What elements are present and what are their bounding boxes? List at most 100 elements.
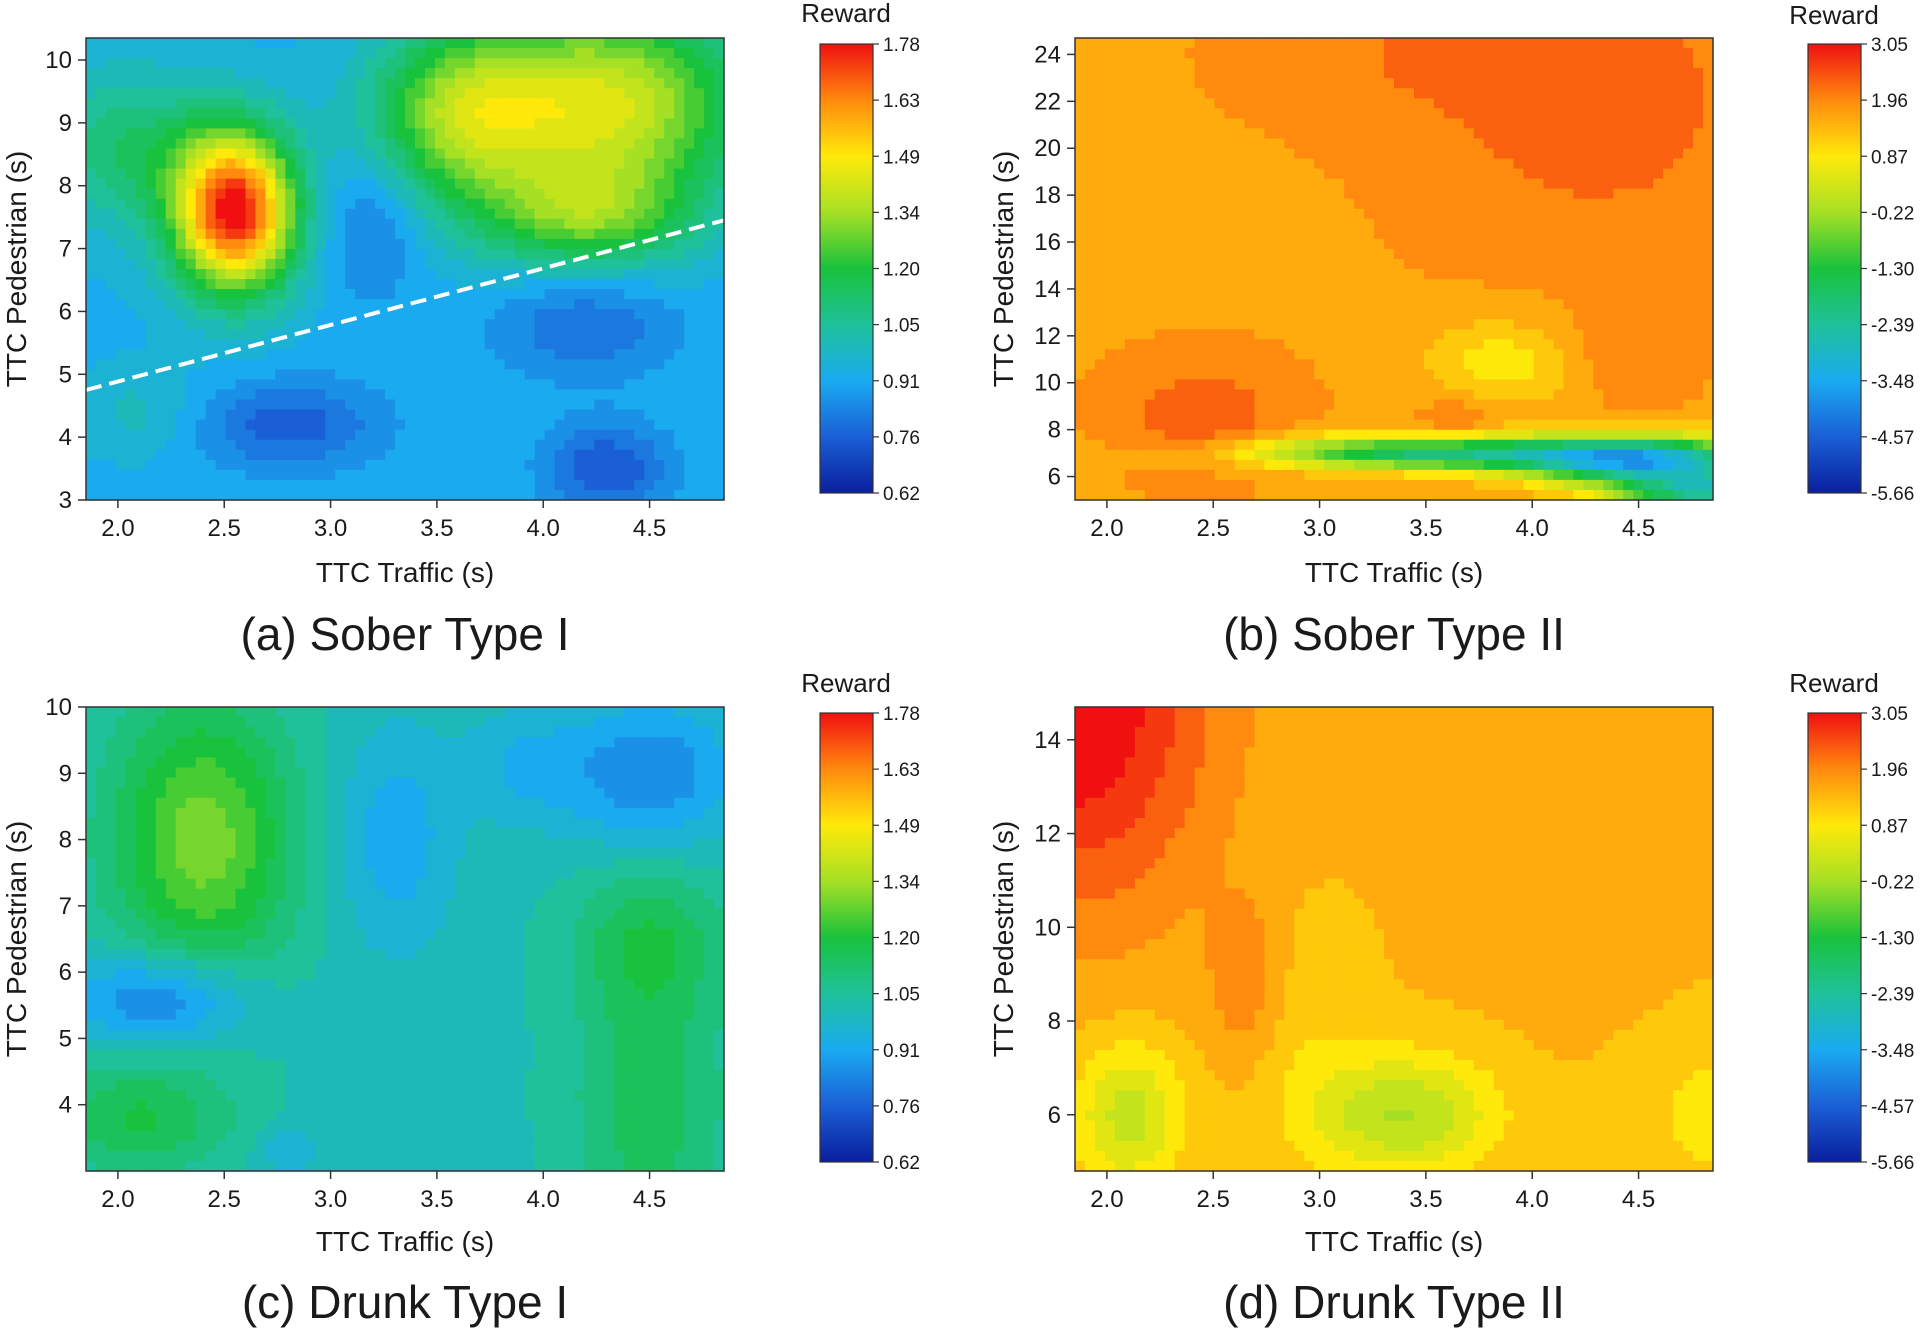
heatmap-cell <box>1175 179 1186 190</box>
heatmap-cell <box>515 209 526 220</box>
heatmap-cell <box>1563 339 1574 350</box>
heatmap-cell <box>614 390 625 401</box>
heatmap-cell <box>1165 138 1176 149</box>
heatmap-cell <box>116 179 127 190</box>
heatmap-cell <box>624 490 635 501</box>
heatmap-cell <box>166 68 177 79</box>
heatmap-cell <box>1534 339 1545 350</box>
heatmap-cell <box>136 390 147 401</box>
heatmap-cell <box>1573 58 1584 69</box>
heatmap-cell <box>1125 48 1136 59</box>
heatmap-cell <box>664 450 675 461</box>
heatmap-cell <box>1225 58 1236 69</box>
heatmap-cell <box>1244 98 1255 109</box>
heatmap-cell <box>565 68 576 79</box>
heatmap-cell <box>206 128 217 139</box>
heatmap-cell <box>375 480 386 491</box>
heatmap-cell <box>255 38 266 49</box>
heatmap-cell <box>176 269 187 280</box>
heatmap-cell <box>614 269 625 280</box>
heatmap-cell <box>236 48 247 59</box>
heatmap-cell <box>624 118 635 129</box>
heatmap-cell <box>1414 138 1425 149</box>
heatmap-cell <box>176 249 187 260</box>
heatmap-cell <box>1633 48 1644 59</box>
heatmap-cell <box>425 319 436 330</box>
heatmap-cell <box>156 68 167 79</box>
heatmap-cell <box>285 450 296 461</box>
heatmap-cell <box>1254 329 1265 340</box>
heatmap-cell <box>684 128 695 139</box>
heatmap-cell <box>584 98 595 109</box>
heatmap-cell <box>475 349 486 360</box>
heatmap-cell <box>1653 299 1664 310</box>
heatmap-cell <box>465 239 476 250</box>
heatmap-cell <box>475 400 486 411</box>
heatmap-cell <box>664 38 675 49</box>
heatmap-cell <box>1434 179 1445 190</box>
heatmap-cell <box>644 159 655 170</box>
heatmap-cell <box>1334 68 1345 79</box>
heatmap-cell <box>1195 309 1206 320</box>
heatmap-cell <box>285 309 296 320</box>
heatmap-cell <box>1434 68 1445 79</box>
heatmap-cell <box>156 209 167 220</box>
heatmap-cell <box>1085 148 1096 159</box>
heatmap-cell <box>505 229 516 240</box>
heatmap-cell <box>1185 249 1196 260</box>
heatmap-cell <box>1494 259 1505 270</box>
heatmap-cell <box>1643 299 1654 310</box>
heatmap-cell <box>206 229 217 240</box>
heatmap-cell <box>1633 339 1644 350</box>
heatmap-cell <box>574 440 585 451</box>
heatmap-cell <box>694 369 705 380</box>
heatmap-cell <box>136 128 147 139</box>
heatmap-cell <box>246 400 257 411</box>
heatmap-cell <box>415 420 426 431</box>
heatmap-cell <box>1354 179 1365 190</box>
heatmap-cell <box>674 430 685 441</box>
heatmap-cell <box>1284 289 1295 300</box>
heatmap-cell <box>465 460 476 471</box>
heatmap-cell <box>136 430 147 441</box>
heatmap-cell <box>325 259 336 270</box>
heatmap-cell <box>345 470 356 481</box>
heatmap-cell <box>395 480 406 491</box>
heatmap-cell <box>1434 259 1445 270</box>
heatmap-cell <box>1105 58 1116 69</box>
heatmap-cell <box>96 219 107 230</box>
heatmap-cell <box>1145 319 1156 330</box>
heatmap-cell <box>1324 48 1335 59</box>
heatmap-cell <box>1274 189 1285 200</box>
heatmap-cell <box>226 470 237 481</box>
heatmap-cell <box>1424 299 1435 310</box>
heatmap-cell <box>1225 319 1236 330</box>
heatmap-cell <box>1115 229 1126 240</box>
heatmap-cell <box>1374 128 1385 139</box>
heatmap-cell <box>1384 189 1395 200</box>
heatmap-cell <box>1254 118 1265 129</box>
heatmap-cell <box>1484 159 1495 170</box>
heatmap-cell <box>405 450 416 461</box>
heatmap-cell <box>535 410 546 421</box>
heatmap-cell <box>305 219 316 230</box>
heatmap-cell <box>305 58 316 69</box>
heatmap-cell <box>1284 269 1295 280</box>
heatmap-cell <box>325 339 336 350</box>
heatmap-cell <box>206 269 217 280</box>
heatmap-cell <box>285 470 296 481</box>
heatmap-cell <box>555 68 566 79</box>
heatmap-cell <box>1554 58 1565 69</box>
heatmap-cell <box>1354 229 1365 240</box>
heatmap-cell <box>1454 189 1465 200</box>
heatmap-cell <box>116 68 127 79</box>
heatmap-cell <box>545 108 556 119</box>
heatmap-cell <box>435 159 446 170</box>
heatmap-cell <box>1085 209 1096 220</box>
heatmap-cell <box>1185 339 1196 350</box>
heatmap-cell <box>1414 239 1425 250</box>
heatmap-cell <box>515 58 526 69</box>
heatmap-cell <box>1225 189 1236 200</box>
heatmap-cell <box>1643 88 1654 99</box>
heatmap-cell <box>236 480 247 491</box>
